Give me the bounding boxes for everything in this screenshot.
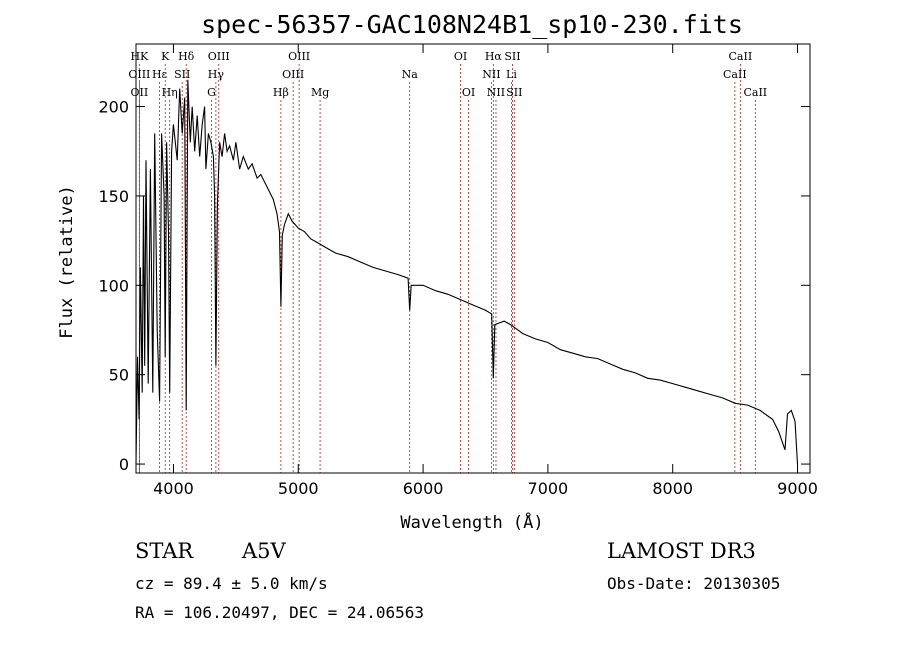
y-tick-label: 200 <box>98 98 129 117</box>
x-tick-label: 6000 <box>403 479 444 498</box>
line-marker-label: Hβ <box>273 86 289 99</box>
line-marker-label: OIII <box>282 68 304 81</box>
object-subclass: A5V <box>242 539 286 563</box>
x-tick-label: 9000 <box>777 479 818 498</box>
line-marker-label: NII <box>482 68 500 81</box>
axis-ticks: 4000 5000 6000 7000 8000 9000 0 50 100 150 200 <box>98 44 818 498</box>
x-tick-label: 4000 <box>153 479 194 498</box>
y-axis-label: Flux (relative) <box>57 185 77 339</box>
line-marker-label: CaII <box>723 68 747 81</box>
line-marker-label: OIII <box>208 50 230 63</box>
line-marker-label: HK <box>130 50 149 63</box>
line-marker-label: CaII <box>743 86 767 99</box>
line-marker-label: Hα <box>485 50 503 63</box>
observation-date: Obs-Date: 20130305 <box>607 574 781 593</box>
line-marker-label: SII <box>174 68 190 81</box>
x-tick-label: 7000 <box>528 479 569 498</box>
plot-frame <box>135 43 811 474</box>
line-marker-label: K <box>161 50 170 63</box>
chart-title: spec-56357-GAC108N24B1_sp10-230.fits <box>201 10 743 39</box>
object-class: STAR <box>135 539 194 563</box>
line-marker-label: OI <box>454 50 467 63</box>
survey-name: LAMOST DR3 <box>607 539 756 563</box>
line-marker-label: OII <box>131 86 149 99</box>
line-marker-label: SII <box>504 50 520 63</box>
line-marker-label: Li <box>506 68 517 81</box>
line-marker-label: Hε <box>152 68 168 81</box>
y-tick-label: 50 <box>109 366 129 385</box>
x-axis-label: Wavelength (Å) <box>400 511 543 533</box>
line-marker-label: G <box>207 86 216 99</box>
redshift-velocity: cz = 89.4 ± 5.0 km/s <box>135 574 328 593</box>
line-marker-label: NII <box>487 86 505 99</box>
x-tick-label: 5000 <box>278 479 319 498</box>
y-tick-label: 150 <box>98 187 129 206</box>
line-marker-label: OI <box>462 86 475 99</box>
line-marker-label: Hη <box>162 86 178 99</box>
line-marker-label: Hδ <box>178 50 195 63</box>
line-marker-label: Na <box>402 68 419 81</box>
line-marker-label: OIII <box>288 50 310 63</box>
y-tick-label: 0 <box>119 455 129 474</box>
line-marker-label: SII <box>506 86 522 99</box>
line-marker-label: Mg <box>311 86 329 99</box>
spectrum-line <box>135 79 799 465</box>
coordinates: RA = 106.20497, DEC = 24.06563 <box>135 603 424 622</box>
y-tick-label: 100 <box>98 276 129 295</box>
line-marker-label: Hγ <box>208 68 225 81</box>
line-marker-label: OIII <box>128 68 150 81</box>
x-tick-label: 8000 <box>652 479 693 498</box>
line-marker-label: CaII <box>729 50 753 63</box>
